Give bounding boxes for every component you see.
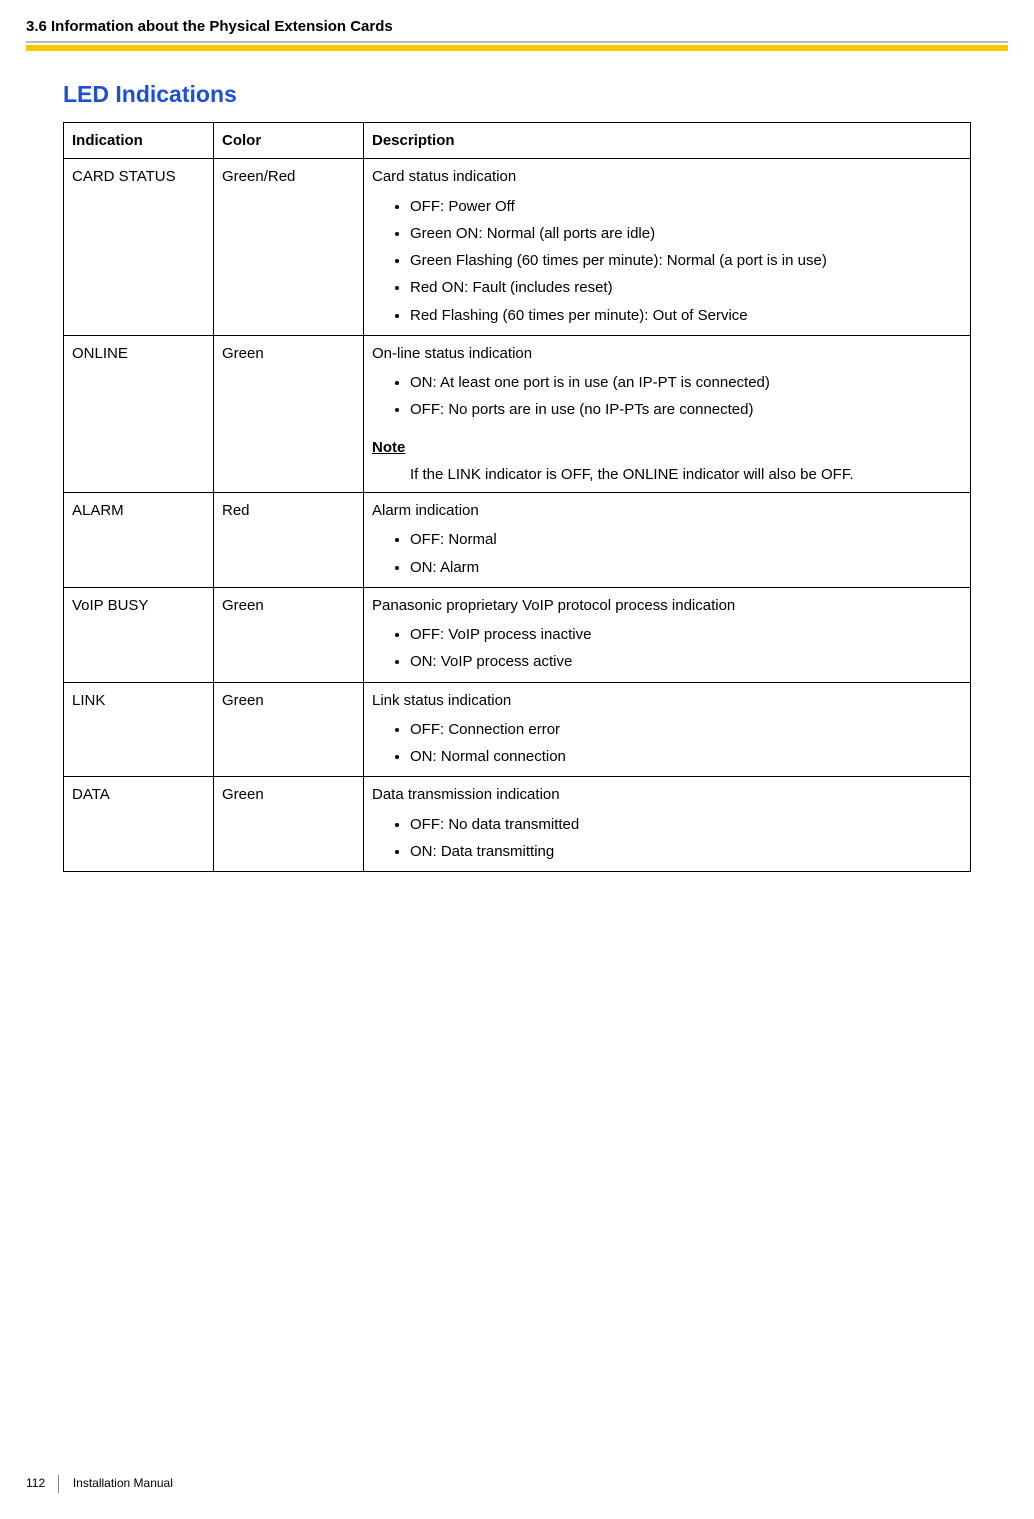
desc-bullets: OFF: Connection error ON: Normal connect… bbox=[372, 716, 962, 771]
cell-description: Panasonic proprietary VoIP protocol proc… bbox=[364, 587, 971, 682]
table-row: DATA Green Data transmission indication … bbox=[64, 777, 971, 872]
bullet: Green ON: Normal (all ports are idle) bbox=[410, 220, 962, 247]
cell-color: Green bbox=[214, 682, 364, 777]
bullet: OFF: VoIP process inactive bbox=[410, 621, 962, 648]
page-number: 112 bbox=[26, 1476, 45, 1490]
bullet: ON: Normal connection bbox=[410, 743, 962, 770]
desc-lead: On-line status indication bbox=[372, 345, 532, 362]
cell-description: Alarm indication OFF: Normal ON: Alarm bbox=[364, 493, 971, 588]
cell-indication: ALARM bbox=[64, 493, 214, 588]
bullet: ON: Alarm bbox=[410, 554, 962, 581]
desc-lead: Link status indication bbox=[372, 692, 511, 709]
cell-indication: ONLINE bbox=[64, 335, 214, 492]
cell-indication: CARD STATUS bbox=[64, 159, 214, 336]
bullet: ON: Data transmitting bbox=[410, 838, 962, 865]
table-header-row: Indication Color Description bbox=[64, 123, 971, 159]
desc-bullets: ON: At least one port is in use (an IP-P… bbox=[372, 369, 962, 424]
bullet: ON: At least one port is in use (an IP-P… bbox=[410, 369, 962, 396]
desc-bullets: OFF: No data transmitted ON: Data transm… bbox=[372, 811, 962, 866]
table-row: ONLINE Green On-line status indication O… bbox=[64, 335, 971, 492]
footer-doc-title: Installation Manual bbox=[73, 1476, 173, 1490]
cell-indication: DATA bbox=[64, 777, 214, 872]
note-label: Note bbox=[372, 436, 962, 459]
table-row: LINK Green Link status indication OFF: C… bbox=[64, 682, 971, 777]
note-body: If the LINK indicator is OFF, the ONLINE… bbox=[372, 463, 962, 486]
desc-bullets: OFF: Normal ON: Alarm bbox=[372, 526, 962, 581]
bullet: Red Flashing (60 times per minute): Out … bbox=[410, 302, 962, 329]
table-row: VoIP BUSY Green Panasonic proprietary Vo… bbox=[64, 587, 971, 682]
cell-description: Card status indication OFF: Power Off Gr… bbox=[364, 159, 971, 336]
cell-color: Red bbox=[214, 493, 364, 588]
desc-lead: Card status indication bbox=[372, 168, 516, 185]
cell-description: On-line status indication ON: At least o… bbox=[364, 335, 971, 492]
footer-divider bbox=[58, 1475, 59, 1493]
table-row: ALARM Red Alarm indication OFF: Normal O… bbox=[64, 493, 971, 588]
col-header-description: Description bbox=[364, 123, 971, 159]
cell-indication: LINK bbox=[64, 682, 214, 777]
cell-color: Green/Red bbox=[214, 159, 364, 336]
bullet: OFF: No data transmitted bbox=[410, 811, 962, 838]
header-section-text: 3.6 Information about the Physical Exten… bbox=[0, 0, 1034, 41]
cell-color: Green bbox=[214, 777, 364, 872]
section-title: LED Indications bbox=[63, 81, 971, 108]
bullet: OFF: No ports are in use (no IP-PTs are … bbox=[410, 396, 962, 423]
led-table: Indication Color Description CARD STATUS… bbox=[63, 122, 971, 872]
bullet: OFF: Power Off bbox=[410, 193, 962, 220]
desc-lead: Data transmission indication bbox=[372, 786, 560, 803]
cell-description: Link status indication OFF: Connection e… bbox=[364, 682, 971, 777]
desc-bullets: OFF: Power Off Green ON: Normal (all por… bbox=[372, 193, 962, 329]
header-lines bbox=[0, 41, 1034, 51]
cell-indication: VoIP BUSY bbox=[64, 587, 214, 682]
bullet: OFF: Connection error bbox=[410, 716, 962, 743]
col-header-indication: Indication bbox=[64, 123, 214, 159]
bullet: ON: VoIP process active bbox=[410, 648, 962, 675]
desc-lead: Panasonic proprietary VoIP protocol proc… bbox=[372, 597, 735, 614]
desc-bullets: OFF: VoIP process inactive ON: VoIP proc… bbox=[372, 621, 962, 676]
bullet: Green Flashing (60 times per minute): No… bbox=[410, 247, 962, 274]
bullet: OFF: Normal bbox=[410, 526, 962, 553]
page: 3.6 Information about the Physical Exten… bbox=[0, 0, 1034, 1519]
bullet: Red ON: Fault (includes reset) bbox=[410, 274, 962, 301]
desc-lead: Alarm indication bbox=[372, 502, 479, 519]
content-area: LED Indications Indication Color Descrip… bbox=[0, 51, 1034, 872]
cell-description: Data transmission indication OFF: No dat… bbox=[364, 777, 971, 872]
footer: 112 Installation Manual bbox=[26, 1475, 173, 1493]
cell-color: Green bbox=[214, 587, 364, 682]
table-row: CARD STATUS Green/Red Card status indica… bbox=[64, 159, 971, 336]
cell-color: Green bbox=[214, 335, 364, 492]
col-header-color: Color bbox=[214, 123, 364, 159]
header-line-grey bbox=[26, 41, 1008, 43]
